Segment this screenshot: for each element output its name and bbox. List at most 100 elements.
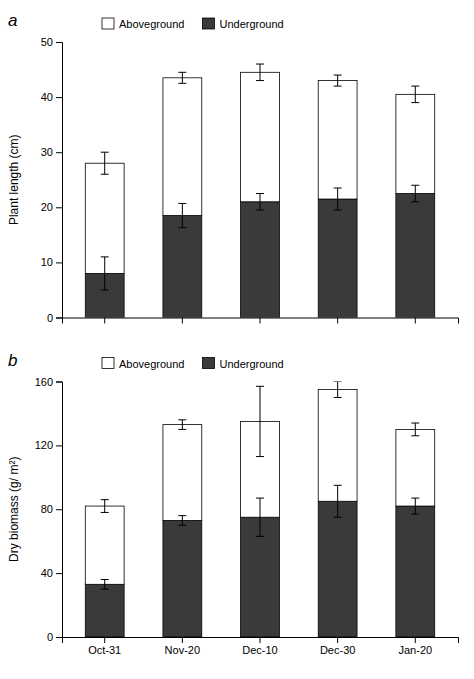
tick-mark	[415, 318, 416, 324]
y-axis: 01020304050	[41, 36, 63, 324]
tick: 0	[47, 631, 62, 643]
error-bar	[256, 64, 264, 81]
tick	[260, 318, 261, 324]
tick-mark	[56, 637, 62, 638]
tick-label: 20	[41, 201, 53, 213]
tick-mark	[260, 318, 261, 324]
tick-label: 120	[35, 439, 53, 451]
legend-swatch	[102, 18, 114, 29]
tick	[104, 318, 105, 324]
tick: Jan-20	[398, 637, 432, 656]
tick: 10	[41, 256, 62, 268]
plot-area	[85, 382, 434, 638]
legend-label: Aboveground	[119, 358, 184, 370]
bar	[241, 202, 280, 318]
error-bar	[256, 498, 264, 536]
bar	[163, 78, 202, 216]
legend-label: Underground	[219, 18, 283, 30]
bar	[396, 506, 435, 637]
y-axis: 0 40 80 120 160	[35, 376, 63, 644]
tick-label: Dec-10	[242, 644, 277, 656]
error-bar	[101, 152, 109, 174]
error-bars	[101, 382, 420, 513]
tick-mark	[56, 573, 62, 574]
tick-mark	[56, 382, 62, 383]
bar	[318, 81, 357, 199]
tick-mark	[104, 318, 105, 324]
tick-label: Jan-20	[398, 644, 432, 656]
tick	[337, 318, 338, 324]
tick-mark	[104, 637, 105, 643]
axis-line	[56, 43, 63, 319]
error-bar	[334, 188, 342, 210]
x-axis	[63, 318, 459, 324]
tick: Dec-10	[242, 637, 277, 656]
tick-label: 0	[47, 312, 53, 324]
error-bar	[178, 420, 186, 430]
bar	[318, 501, 357, 637]
error-bar	[411, 498, 419, 514]
bar	[85, 584, 124, 637]
tick-label: Dec-30	[320, 644, 355, 656]
error-bar	[411, 423, 419, 436]
tick: 80	[41, 503, 62, 515]
tick: Dec-30	[320, 637, 355, 656]
tick-label: 10	[41, 256, 53, 268]
axis-line	[56, 382, 63, 638]
tick-mark	[415, 637, 416, 643]
tick: 20	[41, 201, 62, 213]
error-bar	[101, 580, 109, 590]
tick	[415, 318, 416, 324]
error-bars	[101, 185, 420, 290]
x-axis: Oct-31Nov-20Dec-10Dec-30Jan-20	[63, 637, 459, 656]
bar	[396, 194, 435, 318]
tick	[182, 318, 183, 324]
tick: 120	[35, 439, 62, 451]
tick-mark	[56, 207, 62, 208]
tick-label: 40	[41, 91, 53, 103]
tick: Oct-31	[88, 637, 121, 656]
bar-series	[85, 194, 434, 318]
tick-mark	[56, 509, 62, 510]
error-bar	[411, 86, 419, 103]
tick-label: 80	[41, 503, 53, 515]
axis-line	[63, 638, 459, 644]
tick: 40	[41, 91, 62, 103]
tick-mark	[56, 42, 62, 43]
legend: Aboveground Underground	[102, 18, 284, 30]
tick: 40	[41, 567, 62, 579]
tick-mark	[182, 637, 183, 643]
error-bar	[101, 257, 109, 290]
bar	[318, 389, 357, 501]
tick-mark	[337, 318, 338, 324]
plot-area	[85, 64, 434, 317]
bar	[163, 520, 202, 637]
bar	[163, 216, 202, 318]
tick: 50	[41, 36, 62, 48]
tick-mark	[56, 445, 62, 446]
error-bar	[256, 194, 264, 211]
legend-label: Aboveground	[119, 18, 184, 30]
error-bar	[101, 500, 109, 513]
error-bars	[101, 64, 420, 174]
bar	[396, 429, 435, 506]
bar	[396, 94, 435, 193]
tick-mark	[260, 637, 261, 643]
bar-series	[85, 72, 434, 273]
tick-label: 160	[35, 376, 53, 388]
error-bar	[411, 185, 419, 202]
bar	[85, 506, 124, 584]
legend-swatch	[202, 18, 214, 29]
panel: 04080120160Oct-31Nov-20Dec-10Dec-30Jan-2…	[7, 351, 459, 656]
legend-swatch	[102, 358, 114, 369]
error-bar	[178, 516, 186, 526]
legend: AbovegroundUnderground	[102, 358, 284, 370]
error-bar	[178, 203, 186, 227]
tick-label: 40	[41, 567, 53, 579]
error-bar	[334, 485, 342, 517]
error-bar	[334, 382, 342, 398]
error-bar	[178, 72, 186, 83]
bar	[241, 72, 280, 201]
tick-label: 50	[41, 36, 53, 48]
y-label: Plant length (cm)	[7, 134, 21, 225]
